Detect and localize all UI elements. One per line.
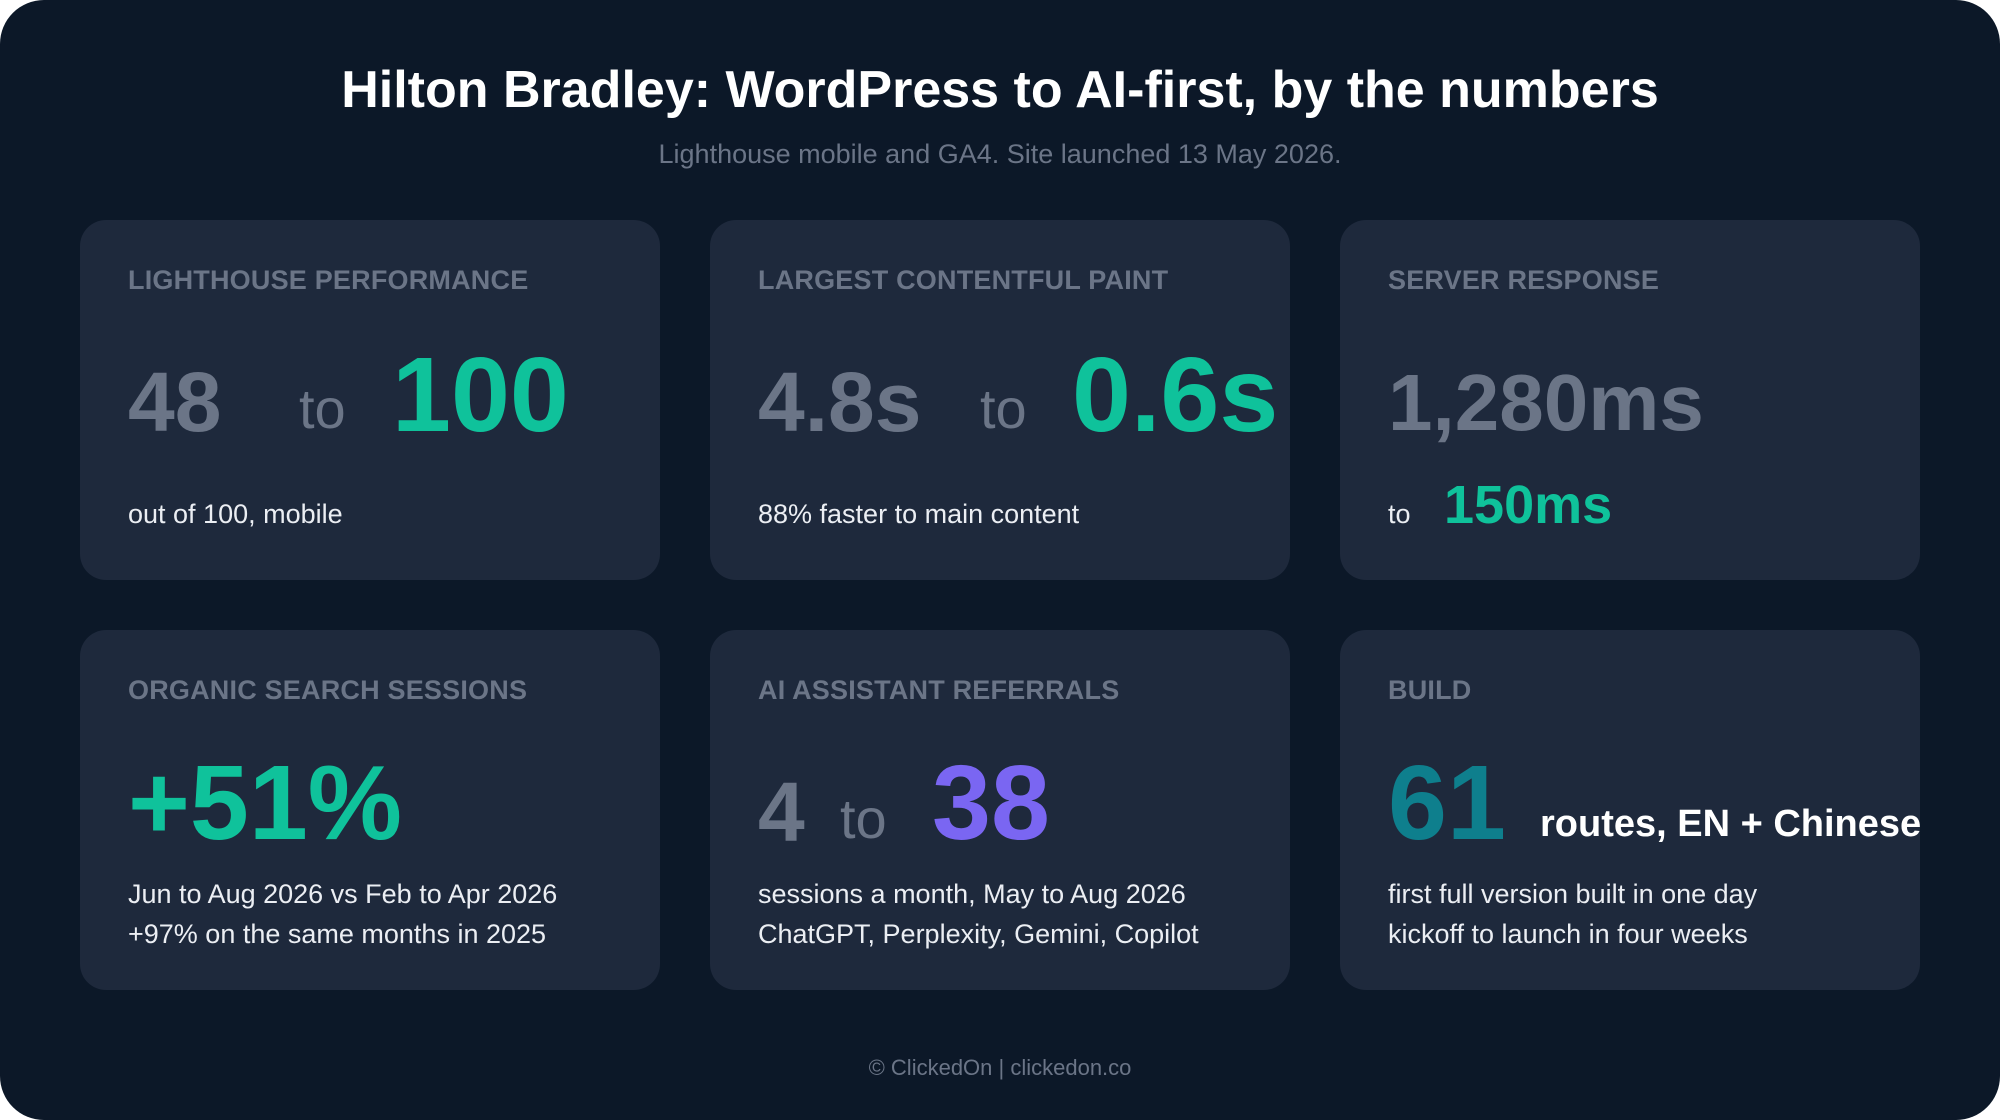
card-server-response: SERVER RESPONSE 1,280ms to 150ms — [1340, 220, 1920, 580]
footer-credit: © ClickedOn | clickedon.co — [868, 1055, 1132, 1080]
card-label: SERVER RESPONSE — [1388, 265, 1660, 295]
card-label: BUILD — [1388, 675, 1472, 705]
card-description-line-2: +97% on the same months in 2025 — [128, 919, 547, 949]
metric-before: 1,280ms — [1388, 358, 1704, 447]
metric-after: 150ms — [1444, 475, 1613, 535]
metric-value: +51% — [128, 744, 403, 862]
metric-after: 38 — [932, 744, 1050, 862]
page-title: Hilton Bradley: WordPress to AI-first, b… — [341, 61, 1659, 119]
card-ai-assistant-referrals: AI ASSISTANT REFERRALS 4 to 38 sessions … — [710, 630, 1290, 990]
card-label: LIGHTHOUSE PERFORMANCE — [128, 265, 529, 295]
card-label: AI ASSISTANT REFERRALS — [758, 675, 1120, 705]
metric-after: 100 — [392, 336, 569, 454]
metric-before: 4.8s — [758, 355, 922, 449]
metric-to-word: to — [299, 377, 346, 440]
metric-value: 61 — [1388, 744, 1506, 862]
metric-to-word: to — [840, 787, 887, 850]
metric-to-word: to — [1388, 499, 1411, 529]
card-largest-contentful-paint: LARGEST CONTENTFUL PAINT 4.8s to 0.6s 88… — [710, 220, 1290, 580]
card-build: BUILD 61 routes, EN + Chinese first full… — [1340, 630, 1922, 990]
card-label: LARGEST CONTENTFUL PAINT — [758, 265, 1169, 295]
card-description-line-2: ChatGPT, Perplexity, Gemini, Copilot — [758, 919, 1199, 949]
card-label: ORGANIC SEARCH SESSIONS — [128, 675, 528, 705]
card-description: out of 100, mobile — [128, 499, 343, 529]
card-description-line-1: first full version built in one day — [1388, 879, 1758, 909]
card-description-line-1: sessions a month, May to Aug 2026 — [758, 879, 1186, 909]
card-description-line-2: kickoff to launch in four weeks — [1388, 919, 1748, 949]
card-organic-search-sessions: ORGANIC SEARCH SESSIONS +51% Jun to Aug … — [80, 630, 660, 990]
metric-suffix: routes, EN + Chinese — [1540, 803, 1922, 845]
metric-before: 48 — [128, 355, 222, 449]
metric-after: 0.6s — [1072, 336, 1279, 454]
card-description: 88% faster to main content — [758, 499, 1080, 529]
card-lighthouse-performance: LIGHTHOUSE PERFORMANCE 48 to 100 out of … — [80, 220, 660, 580]
metric-before: 4 — [758, 765, 805, 859]
page-subtitle: Lighthouse mobile and GA4. Site launched… — [658, 139, 1342, 169]
card-description-line-1: Jun to Aug 2026 vs Feb to Apr 2026 — [128, 879, 558, 909]
metric-to-word: to — [980, 377, 1027, 440]
